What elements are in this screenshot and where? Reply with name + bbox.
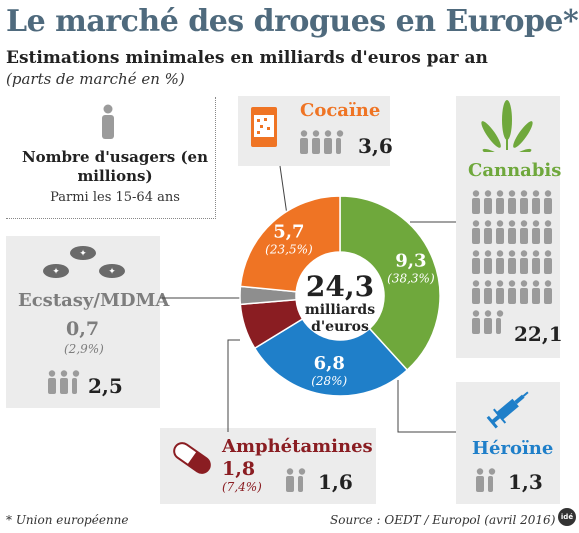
person-icon [102, 104, 114, 139]
person-icon [298, 468, 306, 492]
people-icon-cocaine [300, 130, 344, 154]
person-icon [544, 220, 552, 244]
users-cannabis: 22,1 [514, 322, 563, 346]
source: Source : OEDT / Europol (avril 2016) [330, 513, 556, 527]
person-icon [532, 190, 540, 214]
person-icon [532, 280, 540, 304]
person-icon [72, 370, 80, 394]
person-icon [532, 250, 540, 274]
person-icon [508, 190, 516, 214]
person-icon [324, 130, 332, 154]
people-icon-amphetamines [286, 468, 306, 492]
person-icon [484, 310, 492, 334]
label-cocaine: Cocaïne [300, 100, 381, 121]
slice-share-cannabis: (38,3%) [387, 272, 435, 286]
person-icon [520, 280, 528, 304]
person-icon [472, 310, 480, 334]
person-icon [508, 250, 516, 274]
panel-heroine [456, 382, 560, 504]
total-unit-line1: milliards [305, 302, 375, 318]
person-icon [312, 130, 320, 154]
svg-text:✦: ✦ [108, 267, 116, 277]
legend-box [6, 97, 216, 219]
person-icon [496, 280, 504, 304]
person-icon [520, 190, 528, 214]
total-value: 24,3 [306, 270, 374, 303]
person-icon [476, 468, 484, 492]
page-subtitle: Estimations minimales en milliards d'eur… [6, 48, 488, 68]
slice-value-cocaine: 5,7 [273, 222, 304, 243]
cannabis-leaf-icon [481, 100, 533, 152]
total-unit-line2: d'euros [311, 319, 369, 335]
label-ecstasy: Ecstasy/MDMA [18, 290, 170, 311]
people-icon-heroine [476, 468, 496, 492]
publisher-logo: idé [558, 508, 576, 526]
users-amphetamines: 1,6 [318, 470, 353, 494]
person-icon [48, 370, 56, 394]
person-icon [484, 280, 492, 304]
person-icon [496, 220, 504, 244]
page-note: (parts de marché en %) [6, 70, 185, 88]
people-icon-cannabis [472, 190, 552, 334]
slice-share-cocaine: (23,5%) [265, 243, 313, 257]
label-heroine: Héroïne [472, 438, 554, 459]
people-icon-ecstasy [48, 370, 80, 394]
person-icon [472, 220, 480, 244]
share-ecstasy: (2,9%) [64, 342, 104, 356]
cocaine-icon [251, 107, 277, 147]
person-icon [484, 250, 492, 274]
page-title: Le marché des drogues en Europe* [6, 4, 579, 39]
users-cocaine: 3,6 [358, 134, 393, 158]
person-icon [484, 190, 492, 214]
person-icon [472, 190, 480, 214]
panel-ecstasy [6, 236, 160, 408]
person-icon [336, 130, 344, 154]
legend-title: Nombre d'usagers (en millions) [21, 148, 209, 185]
value-ecstasy: 0,7 [66, 318, 100, 340]
syringe-icon [486, 391, 529, 429]
donut-hole [296, 252, 384, 340]
person-icon [496, 250, 504, 274]
users-heroine: 1,3 [508, 470, 543, 494]
value-amphetamines: 1,8 [222, 458, 256, 480]
person-icon [544, 190, 552, 214]
slice-value-cannabis: 9,3 [395, 251, 426, 272]
person-icon [300, 130, 308, 154]
ecstasy-pills-icon: ✦ ✦ ✦ [43, 246, 125, 278]
pill-capsule-icon [173, 442, 211, 474]
connector-lines [160, 165, 456, 433]
person-icon [544, 250, 552, 274]
person-icon [286, 468, 294, 492]
footnote: * Union européenne [6, 513, 129, 527]
slice-value-heroine: 6,8 [314, 353, 345, 374]
svg-text:✦: ✦ [52, 267, 60, 277]
label-amphetamines: Amphétamines [222, 436, 373, 457]
person-icon [472, 250, 480, 274]
person-icon [60, 370, 68, 394]
person-icon [532, 220, 540, 244]
legend-subtitle: Parmi les 15-64 ans [50, 190, 180, 205]
person-icon [472, 280, 480, 304]
person-icon [520, 250, 528, 274]
slice-share-heroine: (28%) [311, 374, 347, 388]
share-amphetamines: (7,4%) [222, 480, 262, 494]
person-icon [520, 220, 528, 244]
person-icon [484, 220, 492, 244]
users-ecstasy: 2,5 [88, 374, 123, 398]
person-icon [508, 280, 516, 304]
svg-text:✦: ✦ [79, 249, 87, 259]
slice-heroine [253, 317, 409, 397]
person-icon [544, 280, 552, 304]
person-icon [496, 310, 504, 334]
person-icon [508, 220, 516, 244]
person-icon [496, 190, 504, 214]
person-icon [488, 468, 496, 492]
label-cannabis: Cannabis [468, 160, 562, 181]
